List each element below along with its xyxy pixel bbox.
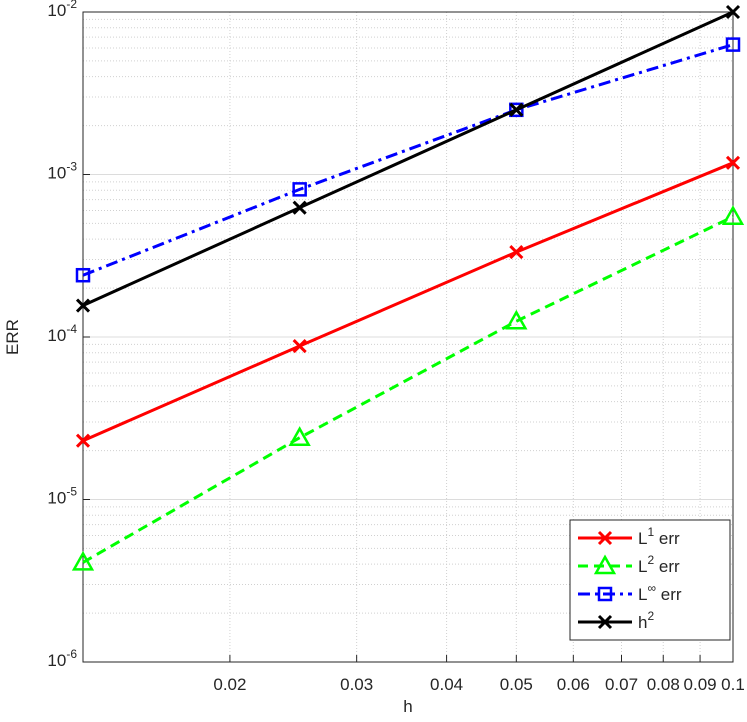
marker bbox=[721, 205, 745, 225]
marker bbox=[75, 267, 91, 283]
legend-marker bbox=[597, 614, 613, 630]
x-tick-label: 0.02 bbox=[213, 675, 246, 694]
marker bbox=[71, 550, 95, 571]
x-tick-label: 0.07 bbox=[605, 675, 638, 694]
x-tick-label: 0.04 bbox=[430, 675, 463, 694]
y-tick-label: 10-4 bbox=[47, 322, 77, 345]
plot-frame bbox=[82, 11, 734, 663]
marker bbox=[725, 37, 741, 52]
y-tick-label: 10-6 bbox=[47, 647, 77, 670]
marker bbox=[725, 4, 741, 20]
x-tick-label: 0.1 bbox=[721, 675, 745, 694]
marker bbox=[288, 426, 311, 446]
marker bbox=[75, 433, 91, 448]
y-tick-label: 10-3 bbox=[47, 160, 77, 183]
x-tick-label: 0.06 bbox=[557, 675, 590, 694]
series-line bbox=[82, 10, 734, 307]
marker bbox=[509, 245, 524, 260]
marker bbox=[75, 298, 91, 313]
legend-marker bbox=[597, 530, 613, 546]
series-line bbox=[82, 161, 734, 443]
series-line bbox=[82, 215, 734, 564]
marker bbox=[292, 182, 307, 197]
x-tick-label: 0.09 bbox=[684, 675, 717, 694]
y-tick-label: 10-5 bbox=[47, 485, 77, 508]
marker bbox=[509, 102, 524, 117]
marker bbox=[505, 309, 528, 330]
x-tick-label: 0.03 bbox=[340, 675, 373, 694]
marker bbox=[725, 155, 741, 170]
legend-label: L2 err bbox=[638, 553, 680, 576]
legend: L1 err L2 err L∞ err h2 bbox=[569, 519, 731, 641]
legend-box bbox=[569, 519, 731, 641]
legend-label: L1 err bbox=[638, 525, 680, 548]
legend-marker bbox=[597, 586, 613, 602]
x-tick-label: 0.05 bbox=[500, 675, 533, 694]
legend-label: h2 bbox=[638, 609, 654, 632]
x-axis-label: h bbox=[403, 697, 412, 716]
marker bbox=[292, 200, 307, 215]
marker bbox=[292, 338, 307, 354]
series-line bbox=[82, 43, 734, 277]
legend-marker bbox=[593, 554, 617, 575]
y-axis-label: ERR bbox=[3, 319, 22, 355]
y-tick-label: 10-2 bbox=[47, 0, 77, 20]
legend-label: L∞ err bbox=[638, 581, 682, 604]
x-tick-label: 0.08 bbox=[647, 675, 680, 694]
marker bbox=[509, 102, 524, 118]
